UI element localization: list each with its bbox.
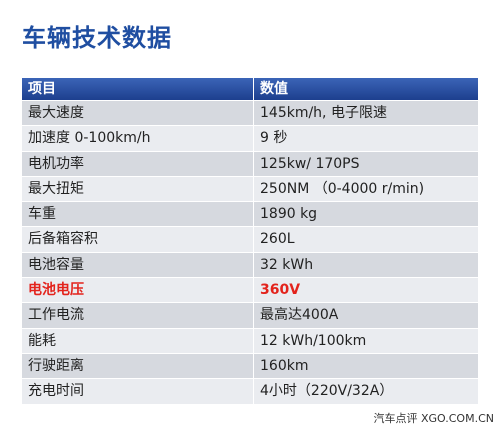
table-row: 电池容量 32 kWh bbox=[22, 252, 478, 279]
table-row: 充电时间 4小时（220V/32A） bbox=[22, 379, 478, 405]
table-cell: 后备箱容积 bbox=[22, 227, 254, 252]
table-row: 工作电流 最高达400A bbox=[22, 303, 478, 329]
table-row: 电机功率 125kw/ 170PS bbox=[22, 151, 478, 177]
title: 车辆技术数据 bbox=[22, 24, 172, 52]
header-cell: 数值 bbox=[260, 81, 288, 97]
table-cell: 145km/h, 电子限速 bbox=[260, 105, 387, 121]
table-cell: 电机功率 bbox=[22, 151, 254, 176]
table-row: 加速度 0-100km/h 9 秒 bbox=[22, 126, 478, 152]
table-cell: 260L bbox=[260, 231, 295, 248]
table-cell: 360V bbox=[260, 282, 301, 299]
table-row: 能耗 12 kWh/100km bbox=[22, 328, 478, 354]
table-cell: 工作电流 bbox=[22, 303, 254, 328]
table-cell: 行驶距离 bbox=[22, 353, 254, 379]
table-row: 最大扭矩 250NM （0-4000 r/min) bbox=[22, 176, 478, 203]
table-row: 电池电压 360V bbox=[22, 278, 478, 304]
table-cell: 能耗 bbox=[22, 328, 254, 353]
table-cell: 充电时间 bbox=[22, 379, 254, 404]
table-cell: 加速度 0-100km/h bbox=[22, 126, 254, 151]
table-row: 最大速度 145km/h, 电子限速 bbox=[22, 101, 478, 127]
table-row: 后备箱容积 260L bbox=[22, 227, 478, 253]
table-row: 车重 1890 kg bbox=[22, 202, 478, 228]
table-cell: 车重 bbox=[22, 202, 254, 227]
header-row: 项目 数值 bbox=[22, 78, 478, 101]
table-cell: 最大速度 bbox=[22, 101, 254, 126]
table-cell: 32 kWh bbox=[260, 256, 314, 273]
watermark: 汽车点评 XGO.COM.CN bbox=[373, 412, 494, 425]
table-cell: 125kw/ 170PS bbox=[260, 155, 360, 172]
table-cell: 1890 kg bbox=[260, 206, 318, 223]
table-cell: 最大扭矩 bbox=[22, 176, 254, 202]
table-cell: 160km bbox=[260, 357, 309, 374]
table-cell: 电池容量 bbox=[22, 252, 254, 278]
table-cell: 12 kWh/100km bbox=[260, 332, 367, 349]
table-cell: 250NM （0-4000 r/min) bbox=[260, 180, 425, 197]
table-cell: 9 秒 bbox=[260, 130, 288, 147]
table-row: 行驶距离 160km bbox=[22, 353, 478, 380]
header-cell: 项目 bbox=[22, 78, 254, 100]
spec-table: 项目 数值 最大速度 145km/h, 电子限速 加速度 0-100km/h 9 秒电机功… bbox=[22, 78, 478, 405]
table-cell: 最高达400A bbox=[260, 307, 339, 324]
table-cell: 4小时（220V/32A） bbox=[260, 383, 394, 400]
table-cell: 电池电压 bbox=[22, 278, 254, 303]
